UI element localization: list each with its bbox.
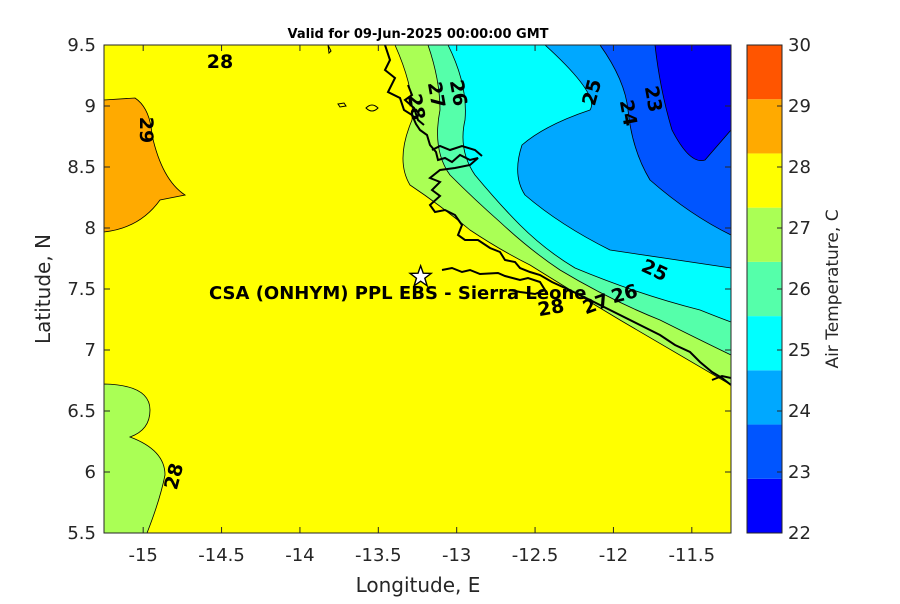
colorbar-segment — [747, 316, 782, 371]
y-tick-label: 8.5 — [67, 157, 96, 178]
coastline-inlet — [431, 144, 483, 157]
colorbar-segment — [747, 261, 782, 317]
contour-label: 28 — [207, 51, 233, 73]
islet-outline — [327, 45, 332, 55]
x-tick-label: -12 — [599, 545, 628, 566]
colorbar: 22 23 24 25 26 27 28 29 30 — [746, 35, 811, 544]
colorbar-label: Air Temperature, C — [823, 209, 843, 368]
site-marker-group: CSA (ONHYM) PPL EBS - Sierra Leone — [209, 263, 586, 304]
contour-label: 28 — [536, 295, 566, 321]
colorbar-segment — [747, 370, 782, 425]
star-icon — [408, 263, 434, 288]
islet-outline — [365, 104, 379, 112]
x-axis-label: Longitude, E — [356, 573, 481, 597]
colorbar-segment — [747, 424, 782, 479]
colorbar-tick-label: 25 — [788, 340, 811, 361]
colorbar-segment — [747, 207, 782, 262]
x-tick-label: -14.5 — [198, 545, 245, 566]
colorbar-tick-label: 24 — [788, 401, 811, 422]
x-tick-label: -11.5 — [669, 545, 716, 566]
coastline — [383, 45, 731, 386]
x-tick-label: -12.5 — [512, 545, 559, 566]
colorbar-tick-label: 28 — [788, 157, 811, 178]
site-label: CSA (ONHYM) PPL EBS - Sierra Leone — [209, 283, 586, 304]
colorbar-tick-label: 26 — [788, 279, 811, 300]
contour-label: 23 — [640, 84, 666, 114]
plot-title: Valid for 09-Jun-2025 00:00:00 GMT — [288, 27, 549, 42]
contour-field — [104, 45, 731, 533]
y-tick-label: 7 — [85, 340, 96, 361]
colorbar-tick-label: 22 — [788, 523, 811, 544]
temp-band-29 — [104, 97, 187, 233]
colorbar-segment — [747, 45, 782, 100]
contour-label: 29 — [135, 117, 157, 143]
temp-band-22 — [654, 45, 731, 162]
x-tick-label: -15 — [128, 545, 157, 566]
x-tick-label: -14 — [285, 545, 314, 566]
islet-outline — [337, 102, 347, 108]
x-axis: -15 -14.5 -14 -13.5 -13 -12.5 -12 -11.5 — [128, 45, 715, 566]
colorbar-segment — [747, 478, 782, 533]
x-tick-label: -13.5 — [355, 545, 402, 566]
colorbar-tick-label: 27 — [788, 218, 811, 239]
temp-band-27-southwest — [104, 383, 166, 533]
colorbar-segment — [747, 99, 782, 154]
contour-label: 27 — [423, 80, 449, 110]
y-tick-label: 7.5 — [67, 279, 96, 300]
colorbar-tick-label: 23 — [788, 462, 811, 483]
y-tick-label: 9.5 — [67, 35, 96, 56]
y-axis-label: Latitude, N — [31, 234, 55, 344]
y-tick-label: 9 — [85, 96, 96, 117]
coastline-estuary — [441, 266, 547, 296]
y-axis: 5.5 6 6.5 7 7.5 8 8.5 9 9.5 — [67, 35, 731, 544]
contour-label: 24 — [615, 98, 641, 128]
y-tick-label: 8 — [85, 218, 96, 239]
coastline-inlet — [403, 84, 425, 126]
y-tick-label: 6 — [85, 462, 96, 483]
colorbar-tick-label: 30 — [788, 35, 811, 56]
contour-label: 28 — [403, 92, 429, 122]
x-tick-label: -13 — [442, 545, 471, 566]
colorbar-segment — [747, 153, 782, 208]
y-tick-label: 5.5 — [67, 523, 96, 544]
colorbar-tick-label: 29 — [788, 96, 811, 117]
contour-label: 26 — [445, 78, 471, 108]
coastline-inlet — [711, 374, 731, 381]
y-tick-label: 6.5 — [67, 401, 96, 422]
